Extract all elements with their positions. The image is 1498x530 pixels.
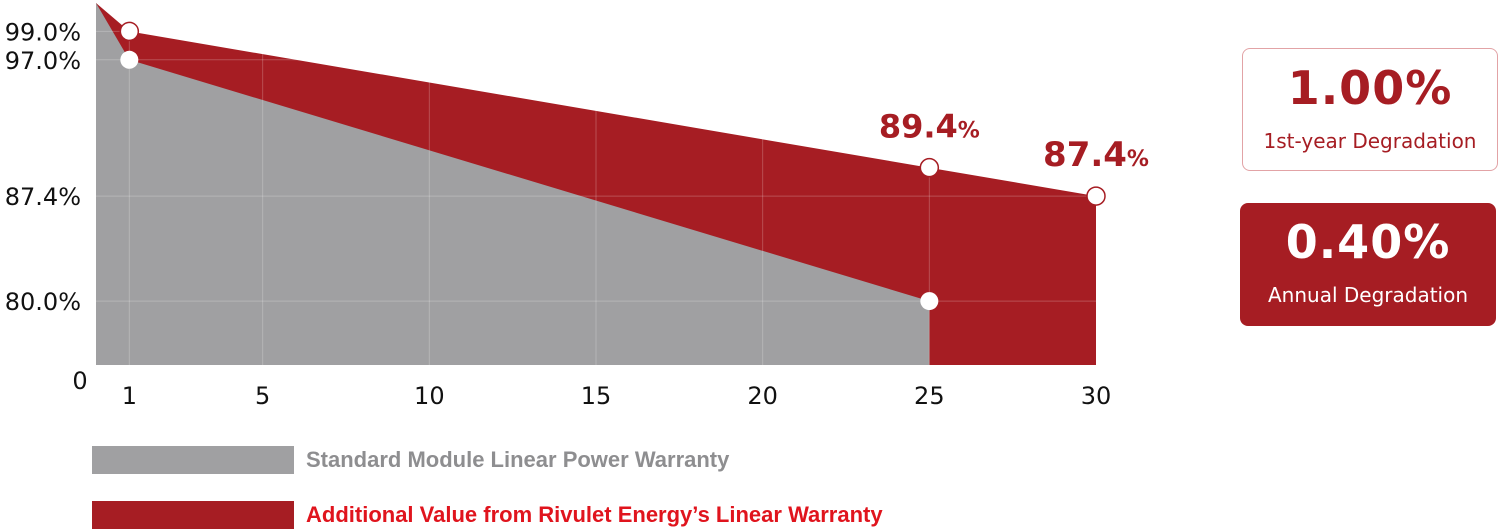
legend-swatch-standard — [92, 446, 294, 474]
x-tick-label: 1 — [122, 382, 137, 410]
annual-degradation-label: Annual Degradation — [1267, 283, 1469, 307]
value-callout: 89.4% — [879, 108, 980, 146]
first-year-degradation-label: 1st-year Degradation — [1263, 129, 1477, 153]
y-tick-label-zero: 0 — [72, 367, 87, 395]
y-tick-label: 87.4% — [5, 183, 81, 211]
legend-label-additional: Additional Value from Rivulet Energy’s L… — [306, 502, 883, 527]
series-area-standard — [96, 3, 930, 365]
annual-degradation-card: 0.40% Annual Degradation — [1240, 203, 1496, 326]
x-tick-label: 30 — [1081, 382, 1112, 410]
x-tick-label: 10 — [414, 382, 445, 410]
y-tick-label: 97.0% — [5, 47, 81, 75]
y-tick-label: 99.0% — [5, 18, 81, 46]
x-tick-label: 15 — [581, 382, 612, 410]
data-point-marker — [1086, 186, 1106, 206]
data-point-marker — [920, 292, 939, 311]
first-year-degradation-card: 1.00% 1st-year Degradation — [1242, 48, 1498, 171]
data-point-marker — [919, 157, 940, 178]
first-year-degradation-value: 1.00% — [1287, 61, 1453, 115]
x-tick-label: 20 — [747, 382, 778, 410]
annual-degradation-value: 0.40% — [1285, 215, 1451, 269]
legend-label-standard: Standard Module Linear Power Warranty — [306, 447, 730, 472]
y-tick-label: 80.0% — [5, 288, 81, 316]
x-tick-label: 5 — [255, 382, 270, 410]
data-point-marker — [119, 21, 140, 42]
data-point-marker — [120, 50, 139, 69]
value-callout: 87.4% — [1043, 135, 1149, 175]
x-tick-label: 25 — [914, 382, 945, 410]
legend-swatch-additional — [92, 501, 294, 529]
